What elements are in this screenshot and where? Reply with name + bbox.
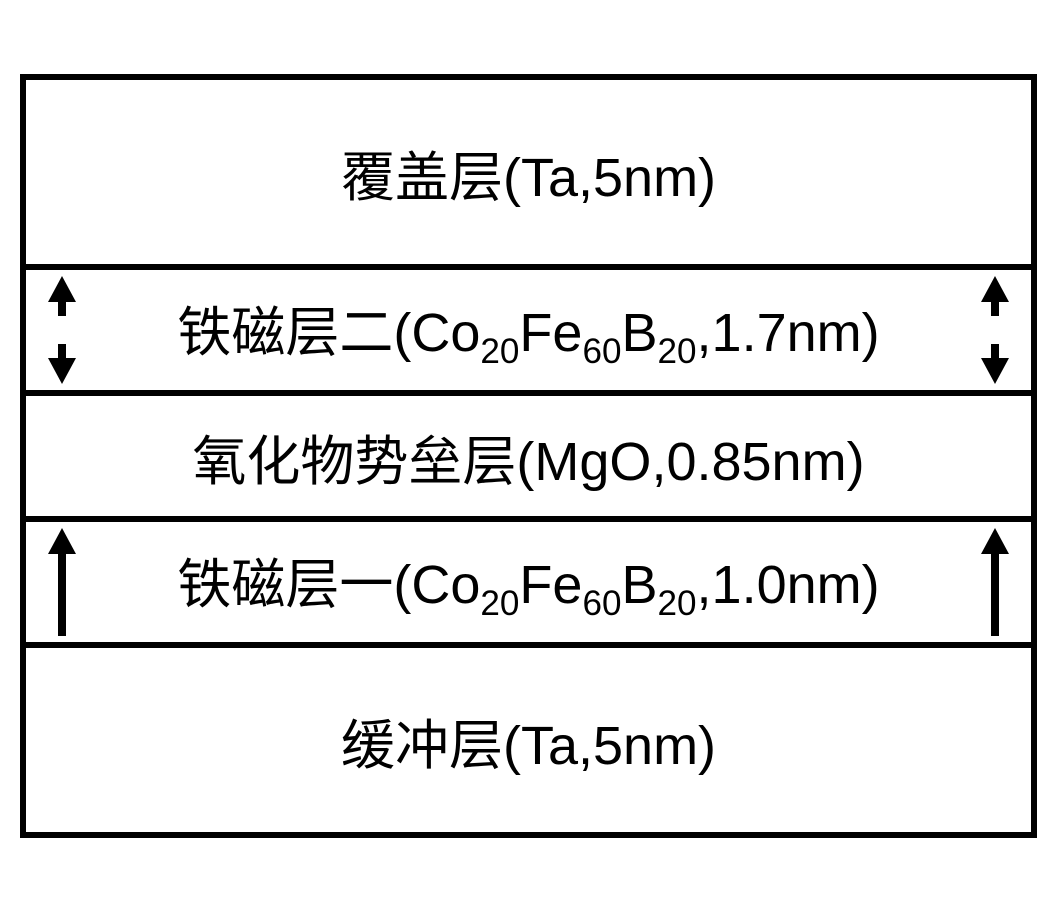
comma: , (651, 431, 666, 493)
formula-part: Co20 (411, 554, 519, 624)
layer-ferro-1-label: 铁磁层一(Co20Fe60B20, 1.0nm) (177, 540, 879, 624)
open-paren: ( (503, 715, 521, 777)
layer-oxide-barrier: 氧化物势垒层(MgO, 0.85nm) (26, 396, 1031, 522)
open-paren: ( (516, 431, 534, 493)
layer-cap: 覆盖层(Ta, 5nm) (26, 80, 1031, 270)
formula-part: Co20 (411, 302, 519, 372)
thickness: 1.0nm (712, 554, 862, 616)
double-arrow-left-icon (44, 270, 80, 390)
layer-oxide-barrier-label: 氧化物势垒层(MgO, 0.85nm) (192, 417, 864, 496)
layer-cap-label: 覆盖层(Ta, 5nm) (341, 133, 716, 212)
layer-name: 铁磁层一 (177, 540, 393, 619)
layer-name: 铁磁层二 (177, 288, 393, 367)
close-paren: ) (862, 302, 880, 364)
comma: , (697, 302, 712, 364)
material: MgO (534, 431, 651, 493)
close-paren: ) (698, 147, 716, 209)
open-paren: ( (393, 302, 411, 364)
layer-ferro-1: 铁磁层一(Co20Fe60B20, 1.0nm) (26, 522, 1031, 648)
thickness: 5nm (593, 147, 698, 209)
open-paren: ( (393, 554, 411, 616)
close-paren: ) (862, 554, 880, 616)
layer-name: 缓冲层 (341, 701, 503, 780)
material: Ta (521, 147, 578, 209)
close-paren: ) (698, 715, 716, 777)
thickness: 1.7nm (712, 302, 862, 364)
up-arrow-right-icon (977, 522, 1013, 642)
layer-ferro-2: 铁磁层二(Co20Fe60B20, 1.7nm) (26, 270, 1031, 396)
layer-buffer-label: 缓冲层(Ta, 5nm) (341, 701, 716, 780)
open-paren: ( (503, 147, 521, 209)
formula-part: Fe60 (519, 302, 621, 372)
comma: , (697, 554, 712, 616)
material: Ta (521, 715, 578, 777)
comma: , (578, 147, 593, 209)
layer-stack-diagram: 覆盖层(Ta, 5nm) 铁磁层二(Co20Fe60B20, 1.7nm) 氧化… (20, 74, 1037, 838)
formula-part: Fe60 (519, 554, 621, 624)
layer-name: 氧化物势垒层 (192, 417, 516, 496)
formula-part: B20 (621, 554, 696, 624)
close-paren: ) (847, 431, 865, 493)
thickness: 0.85nm (666, 431, 846, 493)
formula-part: B20 (621, 302, 696, 372)
layer-ferro-2-label: 铁磁层二(Co20Fe60B20, 1.7nm) (177, 288, 879, 372)
up-arrow-left-icon (44, 522, 80, 642)
comma: , (578, 715, 593, 777)
layer-name: 覆盖层 (341, 133, 503, 212)
thickness: 5nm (593, 715, 698, 777)
double-arrow-right-icon (977, 270, 1013, 390)
layer-buffer: 缓冲层(Ta, 5nm) (26, 648, 1031, 838)
